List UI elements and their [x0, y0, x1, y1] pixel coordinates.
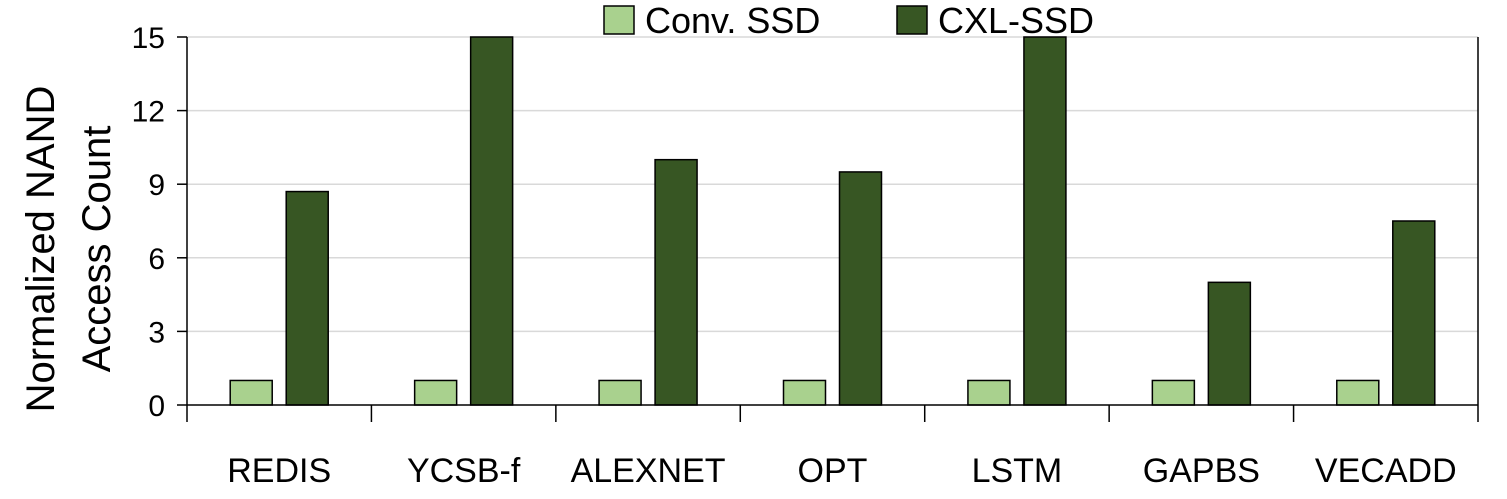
x-category-labels: REDIS YCSB-f ALEXNET OPT LSTM GAPBS VECADD: [227, 452, 1456, 490]
y-axis-title-line: Access Count: [75, 126, 119, 373]
y-tick-label: 12: [132, 96, 165, 129]
bars: [229, 36, 1436, 406]
bar-cxl-ssd: [469, 36, 514, 406]
legend-swatch: [896, 5, 928, 35]
bar-cxl-ssd: [1023, 36, 1067, 406]
legend-label: CXL-SSD: [938, 0, 1094, 41]
x-category-label: LSTM: [972, 452, 1063, 490]
bar-cxl-ssd: [1207, 281, 1252, 406]
y-axis-title-line: Normalized NAND: [19, 86, 63, 413]
bar-cxl-ssd: [1392, 220, 1436, 406]
bar-conv-ssd: [1336, 379, 1380, 406]
bar-conv-ssd: [413, 379, 458, 406]
x-category-label: OPT: [798, 452, 868, 490]
x-category-label: ALEXNET: [571, 452, 726, 490]
y-tick-label: 15: [132, 22, 165, 55]
bar-conv-ssd: [967, 379, 1011, 406]
bar-conv-ssd: [229, 379, 273, 406]
legend-label: Conv. SSD: [645, 0, 820, 41]
y-tick-label: 9: [148, 169, 165, 202]
bar-cxl-ssd: [838, 171, 883, 406]
bar-conv-ssd: [1151, 379, 1196, 406]
y-tick-label: 3: [148, 316, 165, 349]
legend: Conv. SSD CXL-SSD: [603, 0, 1094, 41]
x-category-label: REDIS: [227, 452, 331, 490]
gridlines: [187, 36, 1478, 333]
y-tick-label: 0: [148, 390, 165, 423]
x-category-label: VECADD: [1315, 452, 1457, 490]
bar-conv-ssd: [782, 379, 827, 406]
bar-conv-ssd: [598, 379, 642, 406]
x-category-label: GAPBS: [1143, 452, 1260, 490]
bar-cxl-ssd: [285, 190, 329, 406]
y-axis-title: Normalized NAND Access Count: [19, 86, 119, 413]
y-ticks: 0 3 6 9 12 15: [132, 22, 165, 423]
bar-cxl-ssd: [654, 158, 698, 406]
x-category-label: YCSB-f: [407, 452, 521, 490]
axes: [177, 36, 1479, 422]
legend-swatch: [603, 5, 635, 35]
y-tick-label: 6: [148, 243, 165, 276]
